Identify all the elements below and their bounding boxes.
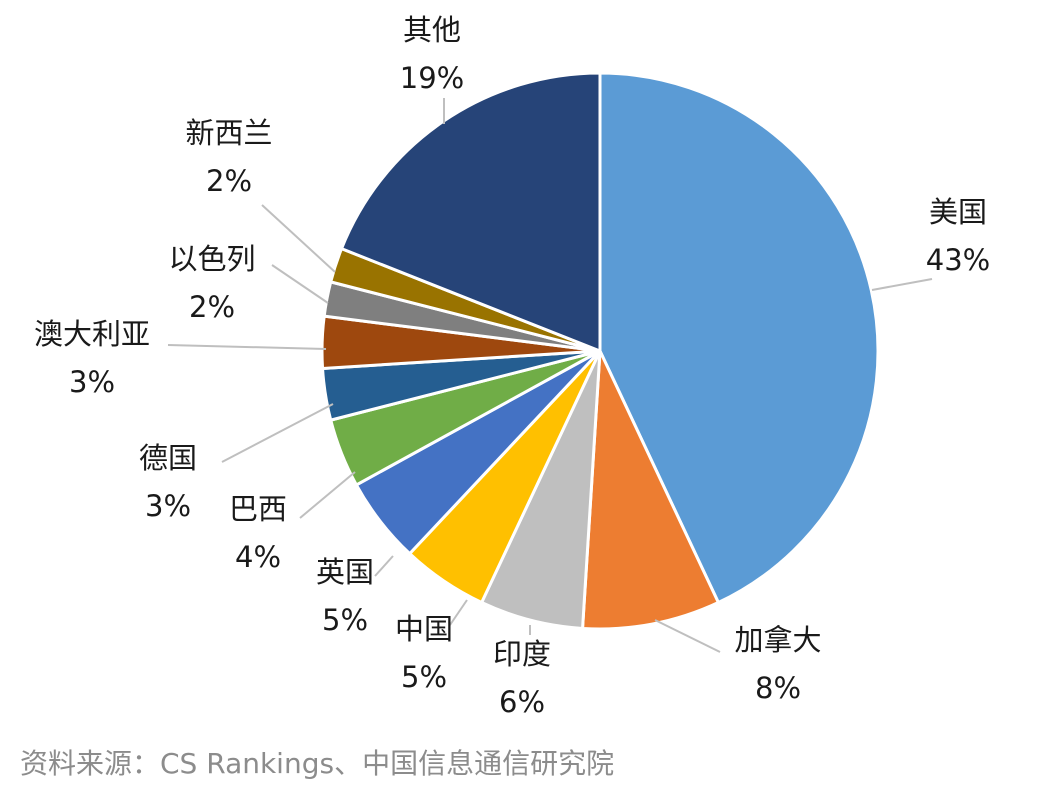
slice-value-label: 2%	[188, 290, 236, 324]
slice-label-9: 新西兰 2%	[185, 109, 272, 205]
slice-label-5: 巴西 4%	[229, 485, 287, 581]
leader-line-7	[167, 344, 327, 350]
slice-label-2: 印度 6%	[493, 630, 551, 726]
slice-label-8: 以色列 2%	[168, 235, 255, 331]
leader-line-4	[374, 555, 394, 577]
slice-value-label: 2%	[205, 164, 253, 198]
slice-value-label: 5%	[321, 603, 369, 637]
leader-line-9	[261, 204, 336, 273]
slice-value-label: 8%	[754, 671, 802, 705]
slice-category-label: 中国	[394, 612, 454, 646]
leader-line-0	[871, 278, 933, 291]
leader-line-5	[299, 471, 356, 519]
slice-category-label: 加拿大	[734, 623, 822, 657]
slice-category-label: 巴西	[228, 492, 288, 526]
slice-value-label: 19%	[399, 61, 465, 95]
slice-value-label: 3%	[144, 489, 192, 523]
leader-line-3	[449, 599, 468, 626]
slice-category-label: 澳大利亚	[33, 317, 151, 351]
slice-value-label: 5%	[400, 660, 448, 694]
slice-label-1: 加拿大 8%	[734, 616, 821, 712]
source-note: 资料来源：CS Rankings、中国信息通信研究院	[20, 747, 615, 780]
slice-category-label: 美国	[928, 195, 987, 229]
slice-category-label: 新西兰	[185, 116, 273, 150]
slice-label-4: 英国 5%	[316, 548, 374, 644]
slice-category-label: 印度	[492, 637, 552, 671]
slice-value-label: 6%	[498, 685, 546, 719]
pie-slice-1	[581, 349, 720, 631]
slice-label-6: 德国 3%	[139, 434, 197, 530]
slice-category-label: 其他	[402, 13, 461, 47]
slice-value-label: 3%	[68, 365, 116, 399]
slice-category-label: 英国	[315, 555, 375, 589]
pie-slice-0	[598, 71, 880, 605]
slice-category-label: 德国	[138, 441, 198, 475]
slice-label-10: 其他 19%	[400, 6, 464, 102]
slice-category-label: 以色列	[168, 242, 256, 276]
slice-value-label: 43%	[925, 243, 991, 277]
slice-label-0: 美国 43%	[926, 188, 990, 284]
leader-line-8	[271, 264, 329, 304]
leader-line-1	[654, 619, 721, 653]
slice-label-3: 中国 5%	[395, 605, 453, 701]
slice-label-7: 澳大利亚 3%	[34, 310, 150, 406]
slice-value-label: 4%	[234, 540, 282, 574]
leader-line-6	[221, 403, 334, 463]
